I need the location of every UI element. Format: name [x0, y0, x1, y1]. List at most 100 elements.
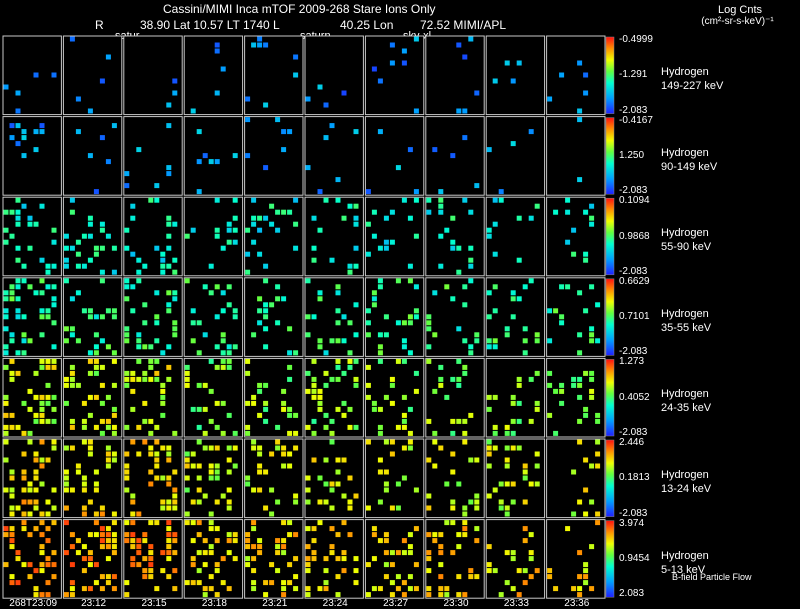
- image-pixel: [438, 197, 444, 203]
- image-pixel: [595, 511, 601, 517]
- image-pixel: [214, 284, 220, 290]
- image-pixel: [413, 108, 419, 114]
- image-pixel: [124, 278, 130, 284]
- image-pixel: [160, 350, 166, 356]
- image-pixel: [486, 439, 492, 445]
- image-pixel: [462, 364, 468, 370]
- image-pixel: [522, 350, 528, 356]
- image-pixel: [583, 511, 589, 517]
- image-pixel: [547, 338, 553, 344]
- image-pixel: [220, 364, 226, 370]
- image-pixel: [281, 445, 287, 451]
- image-pixel: [33, 418, 39, 424]
- image-pixel: [583, 574, 589, 580]
- image-pixel: [263, 263, 269, 269]
- image-pixel: [45, 400, 51, 406]
- image-frame-r5-c8: [485, 438, 546, 519]
- image-pixel: [329, 526, 335, 532]
- image-pixel: [263, 215, 269, 221]
- image-pixel: [426, 418, 432, 424]
- colorbar-min-6: 2.083: [619, 588, 645, 600]
- image-pixel: [148, 556, 154, 562]
- image-pixel: [111, 358, 117, 364]
- image-pixel: [184, 580, 190, 586]
- image-pixel: [577, 418, 583, 424]
- image-pixel: [323, 568, 329, 574]
- image-pixel: [226, 412, 232, 418]
- image-pixel: [492, 424, 498, 430]
- image-pixel: [93, 314, 99, 320]
- image-pixel: [341, 568, 347, 574]
- image-pixel: [105, 394, 111, 400]
- energy-label-0: 149-227 keV: [661, 80, 724, 92]
- image-pixel: [87, 108, 93, 114]
- image-pixel: [486, 406, 492, 412]
- image-pixel: [323, 481, 329, 487]
- image-pixel: [257, 215, 263, 221]
- image-pixel: [39, 364, 45, 370]
- image-pixel: [317, 586, 323, 592]
- image-pixel: [516, 382, 522, 388]
- image-pixel: [111, 457, 117, 463]
- image-pixel: [81, 505, 87, 511]
- image-pixel: [69, 296, 75, 302]
- image-pixel: [547, 370, 553, 376]
- image-pixel: [45, 394, 51, 400]
- image-pixel: [383, 469, 389, 475]
- image-pixel: [335, 290, 341, 296]
- image-pixel: [87, 308, 93, 314]
- image-pixel: [456, 269, 462, 275]
- image-pixel: [395, 586, 401, 592]
- image-pixel: [401, 592, 407, 598]
- colorbar-mid-0: -1.291: [619, 69, 648, 81]
- image-pixel: [21, 430, 27, 436]
- image-pixel: [305, 370, 311, 376]
- image-pixel: [93, 245, 99, 251]
- image-pixel: [172, 269, 178, 275]
- image-pixel: [166, 364, 172, 370]
- image-pixel: [51, 263, 57, 269]
- energy-label-3: 35-55 keV: [661, 321, 712, 334]
- image-pixel: [39, 314, 45, 320]
- image-pixel: [347, 505, 353, 511]
- image-pixel: [245, 227, 251, 233]
- image-pixel: [93, 364, 99, 370]
- image-pixel: [462, 302, 468, 308]
- image-pixel: [335, 592, 341, 598]
- image-pixel: [577, 108, 583, 114]
- image-pixel: [15, 90, 21, 96]
- image-pixel: [214, 562, 220, 568]
- image-pixel: [401, 445, 407, 451]
- image-pixel: [317, 344, 323, 350]
- image-pixel: [105, 544, 111, 550]
- image-pixel: [329, 481, 335, 487]
- image-pixel: [389, 550, 395, 556]
- image-pixel: [111, 412, 117, 418]
- image-pixel: [407, 320, 413, 326]
- image-pixel: [160, 394, 166, 400]
- image-pixel: [365, 189, 371, 195]
- image-pixel: [311, 457, 317, 463]
- image-pixel: [51, 364, 57, 370]
- image-pixel: [111, 308, 117, 314]
- image-pixel: [341, 412, 347, 418]
- image-pixel: [269, 580, 275, 586]
- image-pixel: [124, 332, 130, 338]
- image-pixel: [214, 197, 220, 203]
- image-pixel: [565, 284, 571, 290]
- image-pixel: [311, 430, 317, 436]
- image-pixel: [595, 520, 601, 526]
- image-pixel: [160, 412, 166, 418]
- image-pixel: [142, 538, 148, 544]
- image-pixel: [9, 487, 15, 493]
- image-pixel: [27, 481, 33, 487]
- image-pixel: [51, 487, 57, 493]
- image-pixel: [426, 209, 432, 215]
- image-pixel: [130, 203, 136, 209]
- image-pixel: [172, 332, 178, 338]
- image-pixel: [347, 424, 353, 430]
- image-pixel: [456, 358, 462, 364]
- image-pixel: [124, 532, 130, 538]
- time-tick-2: 23:15: [141, 598, 167, 609]
- image-pixel: [208, 469, 214, 475]
